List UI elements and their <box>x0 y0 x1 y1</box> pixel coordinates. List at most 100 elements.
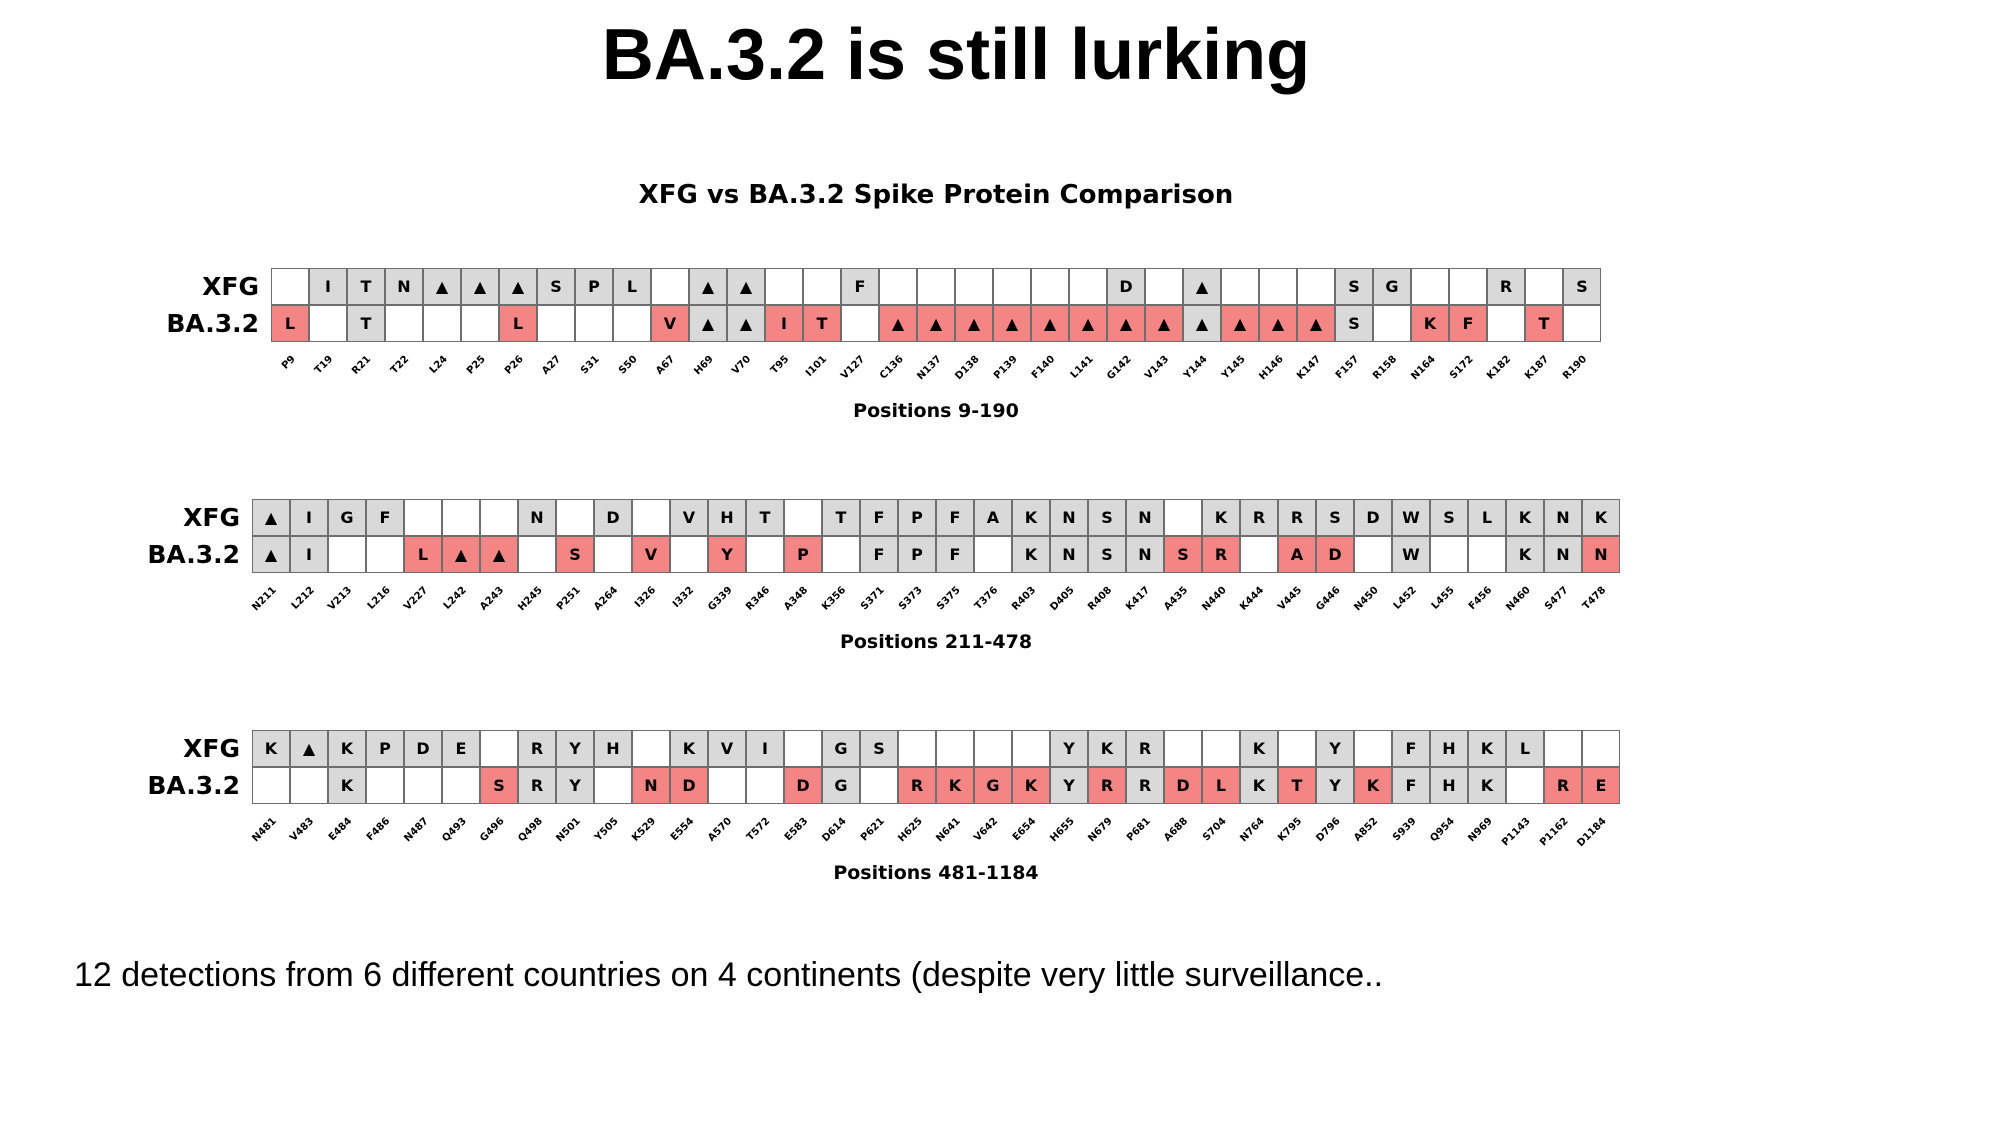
ba32-cell-d614: G <box>822 767 860 804</box>
xfg-cell-a27: S <box>537 268 575 305</box>
ba32-cell-a570 <box>708 767 746 804</box>
position-label: R403 <box>1010 584 1039 613</box>
xfg-cell-d138 <box>955 268 993 305</box>
position-label: V445 <box>1276 584 1305 613</box>
xfg-cell-e583 <box>784 730 822 767</box>
position-label: N764 <box>1238 815 1267 845</box>
xfg-cell-g339: H <box>708 499 746 536</box>
xfg-cell-a852 <box>1354 730 1392 767</box>
ba32-cell-k795: T <box>1278 767 1316 804</box>
position-label: D614 <box>820 815 849 845</box>
ba32-cell-s371: F <box>860 536 898 573</box>
xfg-cell-r158: G <box>1373 268 1411 305</box>
xfg-cell-n137 <box>917 268 955 305</box>
xfg-cell-a688 <box>1164 730 1202 767</box>
ba32-cell-s31 <box>575 305 613 342</box>
xfg-cell-k795 <box>1278 730 1316 767</box>
ba32-cell-l452: W <box>1392 536 1430 573</box>
position-label: P621 <box>858 815 887 844</box>
ba32-cell-f140: ▲ <box>1031 305 1069 342</box>
position-label: I101 <box>804 353 830 379</box>
position-label: S704 <box>1200 815 1229 844</box>
xfg-cell-v642 <box>974 730 1012 767</box>
ba32-cell-e583: D <box>784 767 822 804</box>
ba32-cell-v70: ▲ <box>727 305 765 342</box>
xfg-cell-h625 <box>898 730 936 767</box>
row-label-ba32: BA.3.2 <box>147 771 240 800</box>
position-label: Y145 <box>1219 353 1248 382</box>
position-label: G496 <box>478 815 507 845</box>
xfg-cell-n764: K <box>1240 730 1278 767</box>
xfg-cell-a348 <box>784 499 822 536</box>
xfg-cell-n481: K <box>252 730 290 767</box>
ba32-cell-y145: ▲ <box>1221 305 1259 342</box>
xfg-cell-e484: K <box>328 730 366 767</box>
position-label: V143 <box>1143 353 1172 382</box>
xfg-cell-a243 <box>480 499 518 536</box>
position-label: R408 <box>1086 584 1115 613</box>
ba32-cell-q954: H <box>1430 767 1468 804</box>
xfg-cell-y505: H <box>594 730 632 767</box>
xfg-cell-n969: K <box>1468 730 1506 767</box>
position-label: H655 <box>1048 815 1077 845</box>
ba32-cell-t95: I <box>765 305 803 342</box>
position-label: T376 <box>973 584 1001 613</box>
xfg-cell-r408: S <box>1088 499 1126 536</box>
position-label: H245 <box>516 584 545 614</box>
xfg-cell-p621: S <box>860 730 898 767</box>
position-label: P1143 <box>1499 815 1533 849</box>
position-label: S375 <box>934 584 963 613</box>
position-label: K187 <box>1523 353 1552 382</box>
xfg-cell-n450: D <box>1354 499 1392 536</box>
xfg-cell-t19: I <box>309 268 347 305</box>
xfg-cell-d1184 <box>1582 730 1620 767</box>
ba32-cell-s477: N <box>1544 536 1582 573</box>
ba32-cell-h625: R <box>898 767 936 804</box>
ba32-cell-n450 <box>1354 536 1392 573</box>
chart-title: XFG vs BA.3.2 Spike Protein Comparison <box>638 180 1234 210</box>
ba32-cell-p681: R <box>1126 767 1164 804</box>
ba32-cell-n764: K <box>1240 767 1278 804</box>
position-label: A348 <box>782 584 811 613</box>
position-label: E554 <box>669 815 697 844</box>
ba32-cell-e484: K <box>328 767 366 804</box>
ba32-cell-t19 <box>309 305 347 342</box>
position-label: T478 <box>1581 584 1609 613</box>
row-label-xfg: XFG <box>183 734 240 763</box>
xfg-cell-i332: V <box>670 499 708 536</box>
position-label: H146 <box>1257 353 1286 383</box>
position-label: A264 <box>592 584 621 613</box>
ba32-cell-a27 <box>537 305 575 342</box>
position-label: F486 <box>365 815 393 844</box>
xfg-cell-s477: N <box>1544 499 1582 536</box>
ba32-cell-d405: N <box>1050 536 1088 573</box>
xfg-cell-g446: S <box>1316 499 1354 536</box>
position-label: E583 <box>783 815 811 844</box>
xfg-cell-t572: I <box>746 730 784 767</box>
ba32-cell-r346 <box>746 536 784 573</box>
xfg-cell-s172 <box>1449 268 1487 305</box>
ba32-cell-p9: L <box>271 305 309 342</box>
position-label: R158 <box>1371 353 1400 382</box>
ba32-cell-f456 <box>1468 536 1506 573</box>
ba32-cell-s373: P <box>898 536 936 573</box>
xfg-cell-d405: N <box>1050 499 1088 536</box>
position-label: K417 <box>1124 584 1153 613</box>
position-label: I332 <box>671 584 697 610</box>
xfg-cell-p681: R <box>1126 730 1164 767</box>
position-label: P251 <box>554 584 583 613</box>
ba32-cell-a348: P <box>784 536 822 573</box>
xfg-cell-l141 <box>1069 268 1107 305</box>
position-label: F140 <box>1030 353 1058 382</box>
xfg-cell-f140 <box>1031 268 1069 305</box>
xfg-cell-q493: E <box>442 730 480 767</box>
ba32-cell-r403: K <box>1012 536 1050 573</box>
ba32-cell-h655: Y <box>1050 767 1088 804</box>
xfg-cell-v227 <box>404 499 442 536</box>
ba32-cell-r21: T <box>347 305 385 342</box>
ba32-cell-p1143 <box>1506 767 1544 804</box>
position-label: K444 <box>1238 584 1267 613</box>
ba32-cell-y505 <box>594 767 632 804</box>
ba32-cell-k417: N <box>1126 536 1164 573</box>
position-label: N211 <box>250 584 279 614</box>
